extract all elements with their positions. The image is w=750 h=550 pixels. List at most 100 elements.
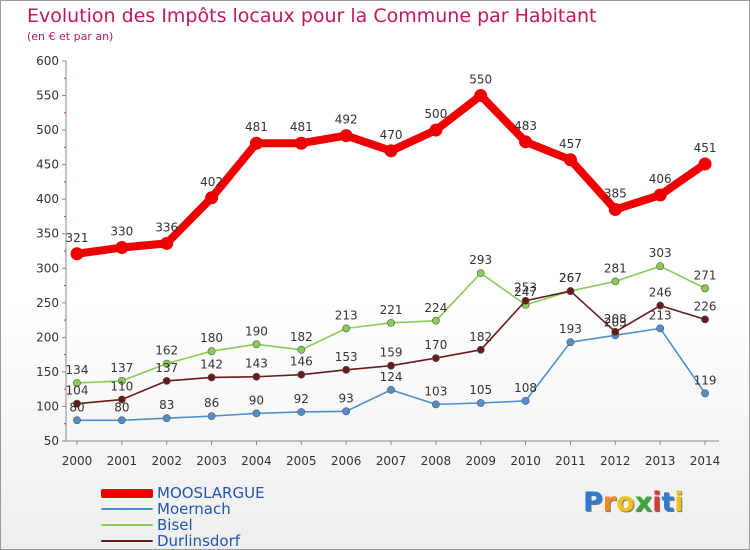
- data-label-bisel: 281: [604, 261, 627, 275]
- y-tick-label: 150: [36, 365, 59, 379]
- legend-item-bisel: Bisel: [101, 516, 401, 534]
- data-point-durlinsdorf: [701, 315, 709, 324]
- data-label-moernach: 93: [339, 391, 354, 405]
- data-point-bisel: [656, 262, 665, 271]
- x-tick-label: 2004: [241, 454, 272, 468]
- data-label-mooslargue: 402: [200, 175, 223, 189]
- data-point-durlinsdorf: [342, 365, 351, 374]
- data-label-durlinsdorf: 246: [649, 286, 672, 300]
- data-label-mooslargue: 336: [155, 220, 178, 234]
- data-point-durlinsdorf: [73, 399, 81, 408]
- legend-item-moernach: Moernach: [101, 500, 401, 518]
- x-tick-label: 2014: [690, 454, 721, 468]
- data-point-mooslargue: [160, 236, 174, 250]
- data-label-bisel: 137: [110, 361, 133, 375]
- data-label-mooslargue: 457: [559, 137, 582, 151]
- data-point-moernach: [162, 414, 171, 423]
- data-point-moernach: [521, 397, 530, 405]
- y-tick-label: 100: [36, 399, 59, 413]
- data-label-durlinsdorf: 208: [604, 312, 627, 326]
- x-tick-label: 2013: [645, 454, 676, 468]
- data-point-mooslargue: [339, 129, 353, 143]
- y-tick-label: 500: [36, 123, 59, 137]
- data-label-moernach: 105: [469, 383, 492, 397]
- data-point-mooslargue: [205, 191, 219, 205]
- logo-letter: i: [652, 487, 662, 518]
- data-label-mooslargue: 481: [245, 120, 268, 134]
- chart-subtitle: (en € et par an): [27, 30, 114, 43]
- data-label-durlinsdorf: 253: [514, 281, 537, 295]
- data-point-moernach: [117, 416, 126, 425]
- data-label-bisel: 134: [66, 363, 89, 377]
- data-point-durlinsdorf: [431, 354, 440, 362]
- data-label-bisel: 182: [290, 330, 313, 344]
- logo-letter: t: [661, 487, 675, 518]
- data-point-durlinsdorf: [252, 372, 261, 381]
- data-point-moernach: [252, 409, 261, 418]
- logo-letter: i: [674, 487, 684, 518]
- data-point-moernach: [342, 407, 351, 416]
- data-point-moernach: [701, 389, 709, 398]
- logo-letter: r: [602, 487, 617, 518]
- data-point-mooslargue: [608, 203, 622, 217]
- data-point-bisel: [207, 347, 216, 356]
- data-label-mooslargue: 321: [66, 231, 89, 245]
- x-tick-label: 2009: [465, 454, 496, 468]
- legend-swatch-mooslargue: [101, 488, 153, 498]
- data-label-moernach: 86: [204, 396, 219, 410]
- data-label-mooslargue: 500: [424, 107, 447, 121]
- y-tick-label: 300: [36, 261, 59, 275]
- legend-label-moernach: Moernach: [157, 500, 231, 518]
- x-tick-label: 2011: [555, 454, 586, 468]
- data-point-durlinsdorf: [387, 361, 395, 370]
- chart-data-labels: 80 80 83 86 90 92 93 124 103 105 108 193 203 213 119 13…: [66, 73, 717, 415]
- data-point-moernach: [656, 324, 665, 333]
- data-label-durlinsdorf: 267: [559, 271, 582, 285]
- data-label-bisel: 293: [469, 253, 492, 267]
- y-tick-label: 200: [36, 330, 59, 344]
- data-point-moernach: [431, 400, 440, 409]
- data-point-bisel: [252, 340, 261, 349]
- data-label-durlinsdorf: 110: [110, 380, 133, 394]
- data-label-moernach: 193: [559, 322, 582, 336]
- data-point-durlinsdorf: [566, 287, 575, 295]
- data-point-moernach: [73, 416, 81, 425]
- data-point-mooslargue: [384, 144, 398, 158]
- x-tick-label: 2003: [196, 454, 227, 468]
- data-label-mooslargue: 385: [604, 187, 627, 201]
- logo-letter: P: [583, 487, 603, 518]
- data-label-moernach: 80: [114, 400, 129, 414]
- data-label-mooslargue: 330: [110, 225, 133, 239]
- data-point-durlinsdorf: [162, 376, 171, 385]
- chart-title: Evolution des Impôts locaux pour la Comm…: [27, 5, 597, 27]
- x-tick-label: 2002: [151, 454, 182, 468]
- data-label-mooslargue: 481: [290, 120, 313, 134]
- data-label-durlinsdorf: 159: [380, 346, 403, 360]
- data-label-bisel: 247: [514, 285, 537, 299]
- data-point-bisel: [162, 359, 171, 368]
- data-point-bisel: [117, 376, 126, 385]
- data-label-moernach: 92: [294, 392, 309, 406]
- data-point-durlinsdorf: [117, 395, 126, 404]
- data-point-mooslargue: [698, 157, 712, 171]
- data-point-bisel: [476, 269, 485, 278]
- x-tick-label: 2008: [421, 454, 452, 468]
- data-label-durlinsdorf: 153: [335, 350, 358, 364]
- data-label-moernach: 83: [159, 398, 174, 412]
- data-point-bisel: [701, 284, 709, 293]
- legend: MOOSLARGUE Moernach Bisel Durlinsdorf: [101, 484, 401, 549]
- chart-axes: 50 100 150 200 250 300 350 400 450 500 550 600 2000 2…: [36, 54, 720, 468]
- x-tick-label: 2005: [286, 454, 317, 468]
- data-label-moernach: 90: [249, 393, 264, 407]
- data-point-mooslargue: [653, 188, 667, 202]
- data-label-mooslargue: 406: [649, 172, 672, 186]
- data-point-durlinsdorf: [297, 370, 306, 379]
- data-label-moernach: 203: [604, 315, 627, 329]
- data-label-durlinsdorf: 143: [245, 357, 268, 371]
- x-tick-label: 2010: [510, 454, 541, 468]
- data-point-mooslargue: [474, 89, 488, 103]
- data-point-durlinsdorf: [476, 345, 485, 354]
- data-label-moernach: 80: [69, 400, 84, 414]
- legend-label-bisel: Bisel: [157, 516, 193, 534]
